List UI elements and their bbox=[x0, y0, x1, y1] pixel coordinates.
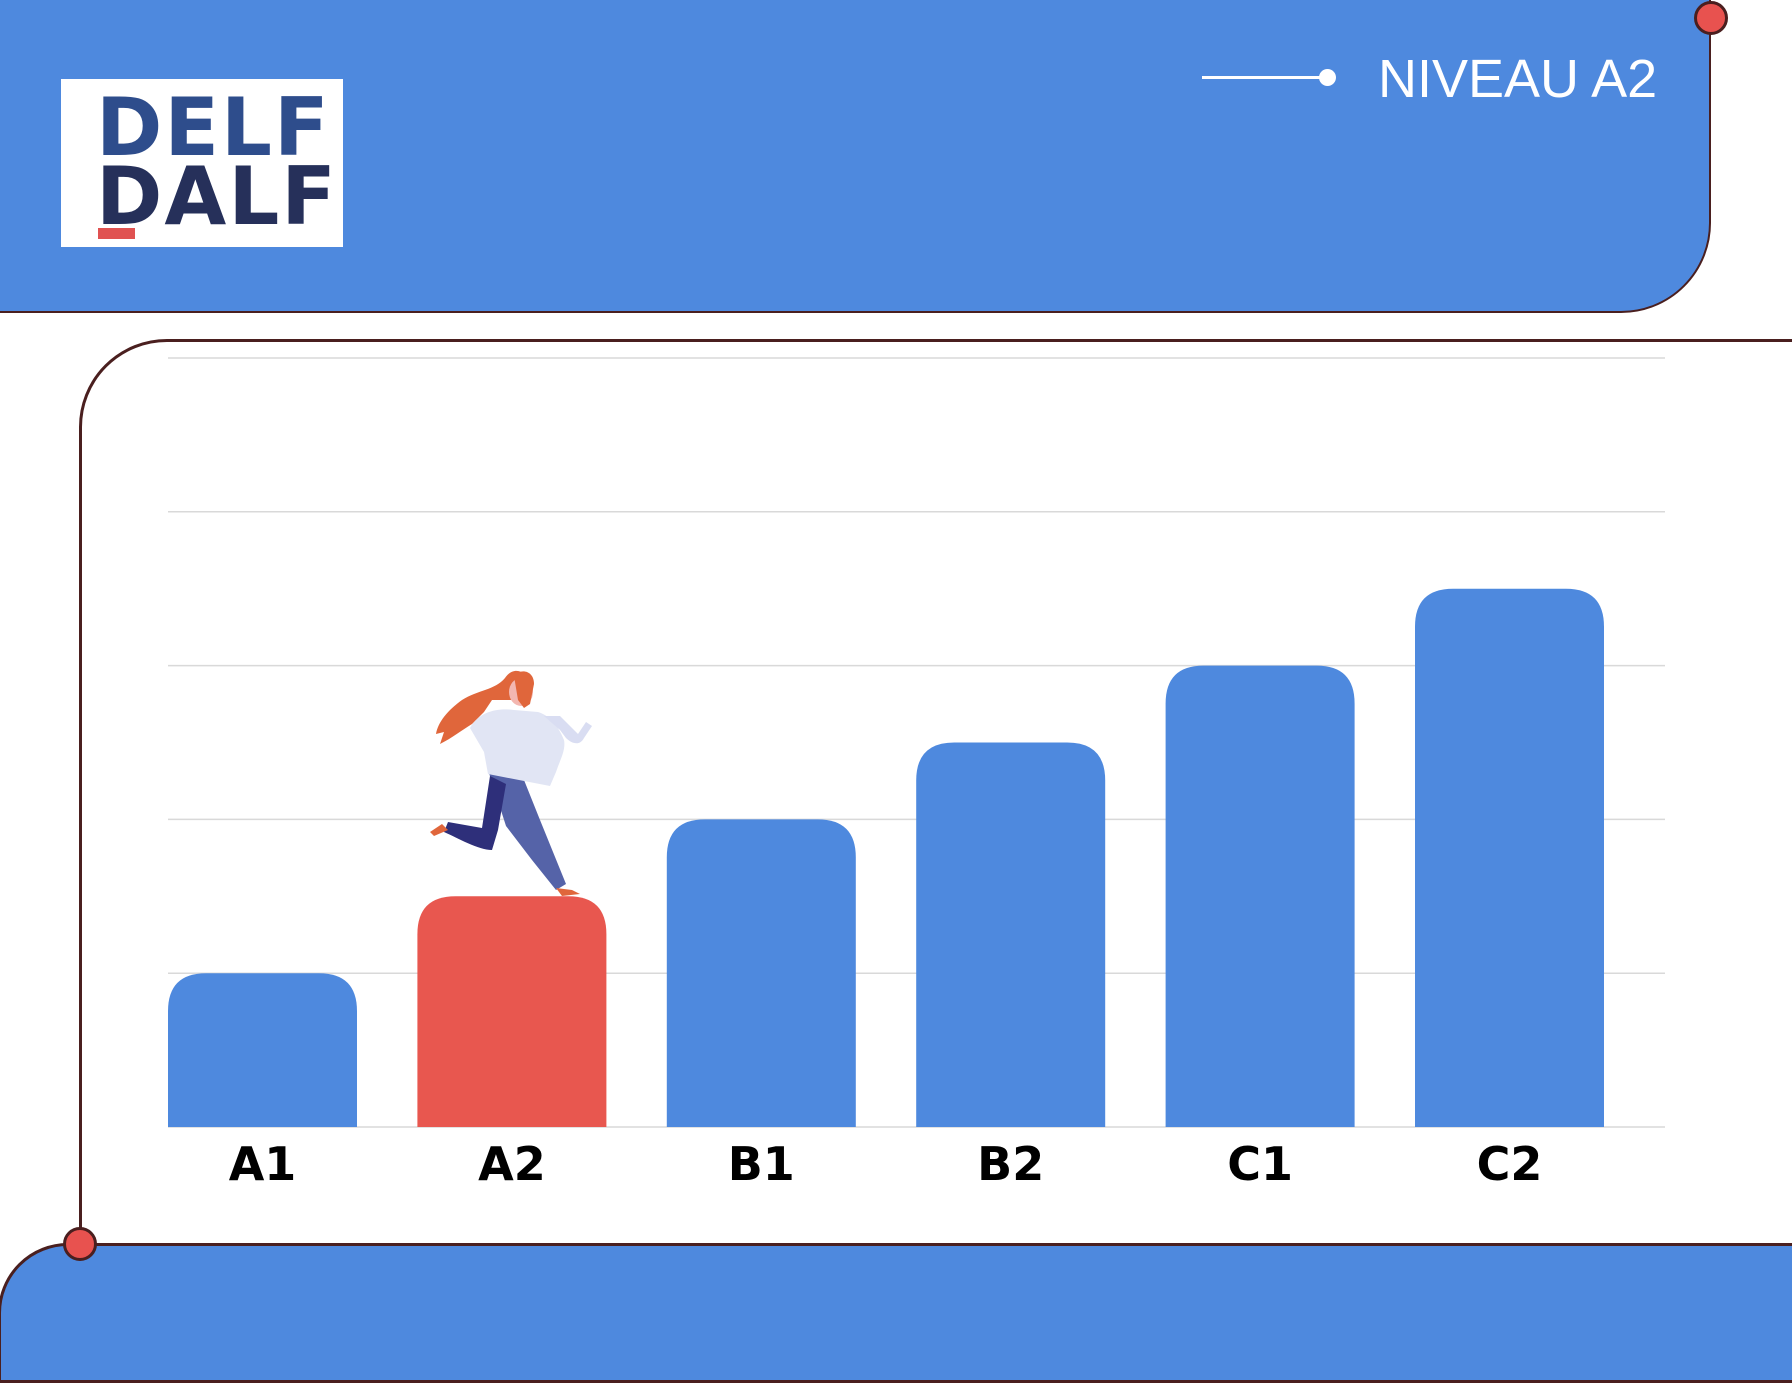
woman-legs bbox=[444, 770, 566, 890]
running-woman-illustration bbox=[430, 670, 592, 896]
woman-head bbox=[509, 671, 534, 708]
tick-label-b1: B1 bbox=[728, 1137, 795, 1191]
tick-label-c2: C2 bbox=[1477, 1137, 1543, 1191]
woman-torso bbox=[470, 709, 592, 786]
tick-label-a2: A2 bbox=[478, 1137, 546, 1191]
level-connector-line bbox=[1202, 76, 1326, 79]
tick-label-a1: A1 bbox=[229, 1137, 297, 1191]
woman-hair bbox=[436, 670, 532, 744]
delf-dalf-logo: DELF DALF bbox=[61, 79, 343, 247]
bars bbox=[168, 588, 1604, 1127]
level-bar-chart: A1 A2 B1 B2 C1 C2 bbox=[168, 357, 1665, 1191]
timeline-node-top bbox=[1694, 1, 1728, 35]
bar-c2 bbox=[1415, 588, 1604, 1127]
tick-label-c1: C1 bbox=[1227, 1137, 1293, 1191]
bar-c1 bbox=[1165, 665, 1355, 1127]
logo-accent-bar bbox=[98, 228, 135, 239]
tick-label-b2: B2 bbox=[977, 1137, 1044, 1191]
level-label: NIVEAU A2 bbox=[1378, 49, 1658, 109]
timeline-node-bottom bbox=[63, 1227, 97, 1261]
bar-a2 bbox=[417, 896, 607, 1127]
header-banner: DELF DALF NIVEAU A2 bbox=[0, 0, 1711, 313]
level-connector-dot bbox=[1319, 69, 1336, 86]
tick-labels: A1 A2 B1 B2 C1 C2 bbox=[229, 1137, 1543, 1191]
bar-b2 bbox=[916, 742, 1106, 1127]
logo-text-dalf: DALF bbox=[96, 150, 338, 243]
bar-a1 bbox=[168, 973, 357, 1127]
bar-b1 bbox=[666, 819, 856, 1127]
woman-feet bbox=[430, 824, 580, 896]
logo-text-delf: DELF bbox=[96, 81, 331, 174]
footer-banner bbox=[0, 1243, 1792, 1383]
